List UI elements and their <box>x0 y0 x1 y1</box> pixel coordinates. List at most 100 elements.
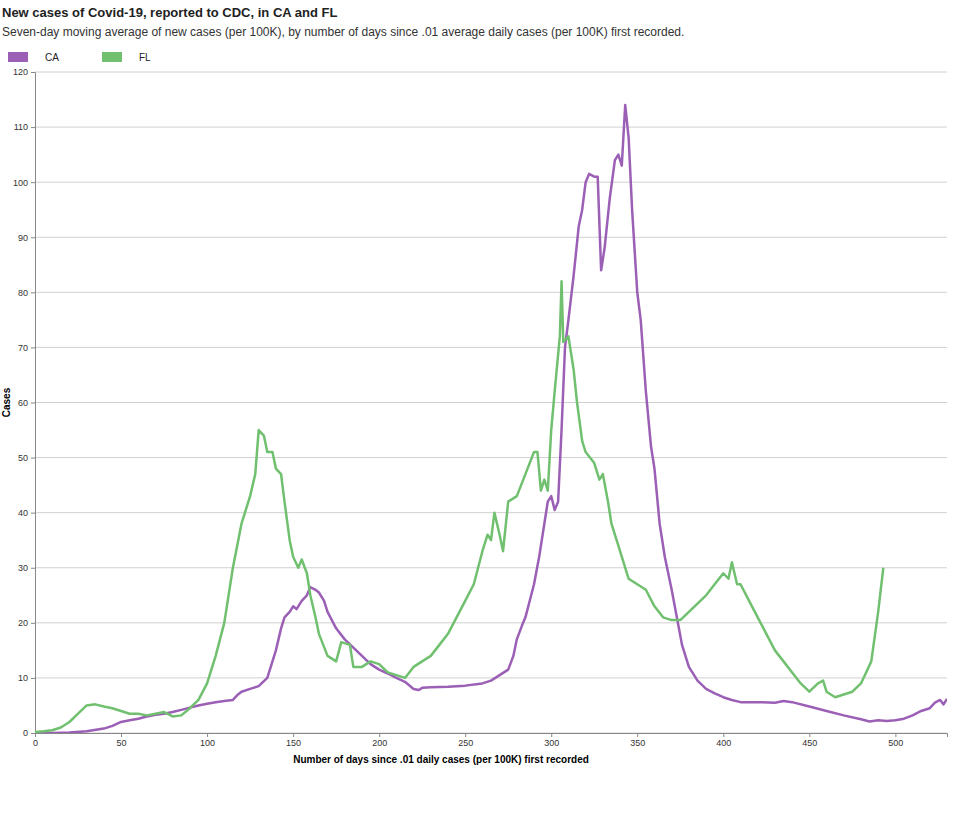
tick: 100 <box>200 733 215 748</box>
tick-label: 300 <box>544 738 559 748</box>
tick-mark <box>293 733 294 737</box>
tick: 200 <box>372 733 387 748</box>
tick: 400 <box>716 733 731 748</box>
series-line <box>35 105 947 733</box>
tick: 120 <box>13 67 35 77</box>
grid <box>35 72 947 733</box>
tick: 40 <box>18 508 35 518</box>
axis-line <box>36 734 948 738</box>
plot <box>35 105 947 733</box>
grid-line <box>35 292 947 293</box>
tick-label: 30 <box>18 563 28 573</box>
grid-line <box>35 567 947 568</box>
tick-label: 20 <box>18 618 28 628</box>
tick-mark <box>31 237 35 238</box>
tick-mark <box>31 347 35 348</box>
legend-swatch <box>102 52 122 62</box>
tick-label: 100 <box>13 178 28 188</box>
tick-mark <box>121 733 122 737</box>
grid-line <box>35 127 947 128</box>
legend-label: FL <box>139 52 151 63</box>
tick-mark <box>31 72 35 73</box>
tick-mark <box>895 733 896 737</box>
tick-label: 0 <box>33 738 38 748</box>
tick: 500 <box>888 733 903 748</box>
tick-label: 10 <box>18 673 28 683</box>
tick-mark <box>31 568 35 569</box>
tick-label: 400 <box>716 738 731 748</box>
subtitle: Seven-day moving average of new cases (p… <box>2 25 684 39</box>
tick: 50 <box>117 733 127 748</box>
tick-label: 250 <box>458 738 473 748</box>
tick-label: 80 <box>18 288 28 298</box>
grid-line <box>35 182 947 183</box>
legend-item: FL <box>102 52 151 63</box>
tick-label: 150 <box>286 738 301 748</box>
tick-label: 0 <box>23 728 28 738</box>
tick-label: 350 <box>630 738 645 748</box>
tick-mark <box>31 182 35 183</box>
tick-label: 70 <box>18 343 28 353</box>
tick: 100 <box>13 178 35 188</box>
tick-mark <box>809 733 810 737</box>
axis-line <box>31 73 36 734</box>
grid-line <box>35 347 947 348</box>
tick-label: 120 <box>13 67 28 77</box>
tick-mark <box>207 733 208 737</box>
legend-item: CA <box>8 52 59 63</box>
tick-mark <box>551 733 552 737</box>
tick: 70 <box>18 343 35 353</box>
tick-mark <box>31 678 35 679</box>
tick-label: 40 <box>18 508 28 518</box>
tick: 250 <box>458 733 473 748</box>
x-axis: 0 50 100 150 200 250 300 350 400 450 500 <box>33 733 948 748</box>
series-line <box>35 281 883 732</box>
grid-line <box>35 72 947 73</box>
tick-mark <box>31 513 35 514</box>
x-axis-title: Number of days since .01 daily cases (pe… <box>293 754 589 765</box>
grid-line <box>35 457 947 458</box>
tick-mark <box>31 127 35 128</box>
tick-label: 90 <box>18 233 28 243</box>
tick: 0 <box>33 733 38 748</box>
tick: 80 <box>18 288 35 298</box>
tick-mark <box>31 623 35 624</box>
legend: CA FL <box>8 52 151 63</box>
tick: 300 <box>544 733 559 748</box>
tick-label: 200 <box>372 738 387 748</box>
tick-label: 50 <box>18 453 28 463</box>
tick: 150 <box>286 733 301 748</box>
tick-mark <box>31 403 35 404</box>
tick: 20 <box>18 618 35 628</box>
tick-mark <box>31 458 35 459</box>
grid-line <box>35 622 947 623</box>
tick: 30 <box>18 563 35 573</box>
tick-mark <box>723 733 724 737</box>
tick: 450 <box>802 733 817 748</box>
tick-label: 100 <box>200 738 215 748</box>
tick-label: 450 <box>802 738 817 748</box>
grid-line <box>35 237 947 238</box>
legend-label: CA <box>45 52 59 63</box>
tick-label: 500 <box>888 738 903 748</box>
legend-swatch <box>8 52 28 62</box>
tick-mark <box>31 292 35 293</box>
tick-mark <box>35 733 36 737</box>
tick: 0 <box>23 728 35 738</box>
tick: 50 <box>18 453 35 463</box>
grid-line <box>35 512 947 513</box>
title: New cases of Covid-19, reported to CDC, … <box>2 5 337 20</box>
tick-label: 50 <box>117 738 127 748</box>
tick-mark <box>465 733 466 737</box>
tick: 10 <box>18 673 35 683</box>
tick: 110 <box>14 122 35 132</box>
tick: 60 <box>18 398 35 408</box>
grid-line <box>35 677 947 678</box>
tick-mark <box>31 733 35 734</box>
grid-line <box>35 402 947 403</box>
y-axis-title: Cases <box>1 387 12 417</box>
y-axis: 0 10 20 30 40 50 60 70 80 90 100 110 120 <box>13 67 36 738</box>
tick: 350 <box>630 733 645 748</box>
tick: 90 <box>18 233 35 243</box>
tick-label: 60 <box>18 398 28 408</box>
